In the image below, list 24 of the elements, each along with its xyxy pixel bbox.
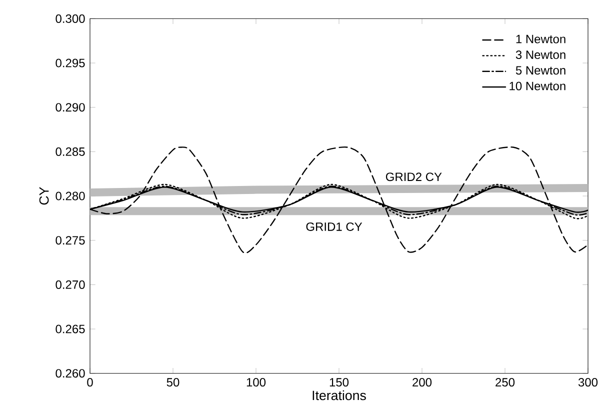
y-tick-label: 0.290: [56, 103, 85, 112]
y-tick-label: 0.275: [56, 236, 85, 245]
y-tick-label: 0.265: [56, 324, 85, 334]
x-tick-label: 200: [412, 378, 432, 387]
y-tick-label: 0.280: [56, 192, 85, 200]
x-tick-label: 50: [166, 378, 180, 387]
y-tick-label: 0.295: [56, 58, 85, 68]
legend-label: 3 Newton: [516, 50, 566, 59]
y-axis-title: CY: [39, 187, 49, 205]
legend-label: 10 Newton: [510, 82, 566, 90]
series-label: GRID2 CY: [386, 172, 442, 182]
x-axis-title: Iterations: [312, 390, 366, 400]
y-tick-label: 0.260: [56, 369, 85, 378]
y-tick-label: 0.270: [56, 280, 85, 289]
legend-label: 5 Newton: [516, 66, 566, 75]
x-tick-label: 0: [87, 378, 93, 387]
y-tick-label: 0.285: [56, 147, 85, 156]
legend-label: 1 Newton: [516, 34, 566, 44]
x-tick-label: 250: [496, 378, 515, 387]
x-tick-label: 150: [330, 378, 349, 387]
y-tick-label: 0.300: [56, 14, 85, 23]
series-label: GRID1 CY: [306, 222, 362, 231]
x-tick-label: 100: [246, 378, 266, 387]
x-tick-label: 300: [578, 378, 598, 387]
